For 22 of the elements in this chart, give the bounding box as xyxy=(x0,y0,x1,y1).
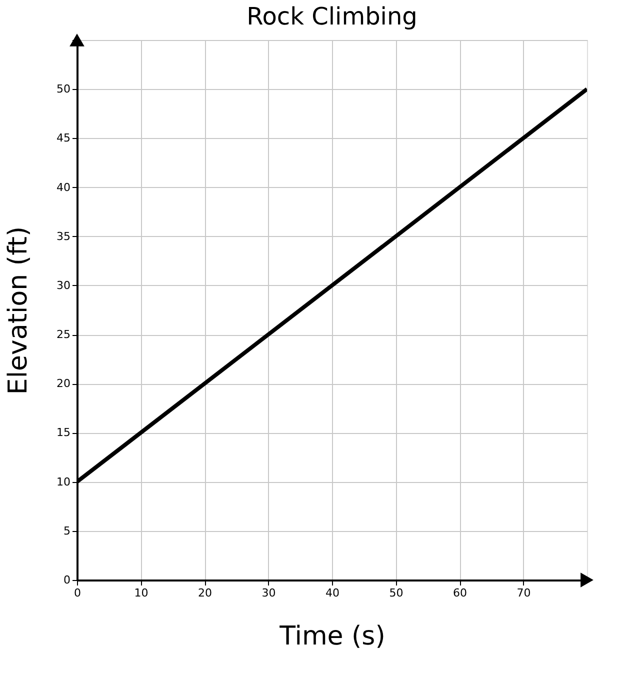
y-tick-label: 10 xyxy=(56,475,70,488)
y-tick-label: 45 xyxy=(56,132,70,145)
y-tick-label: 40 xyxy=(56,180,70,194)
x-tick-label: 50 xyxy=(389,586,404,600)
x-tick-label: 30 xyxy=(262,586,276,600)
y-tick-label: 30 xyxy=(56,278,70,292)
y-tick-label: 35 xyxy=(56,230,70,243)
chart-title: Rock Climbing xyxy=(246,2,418,31)
x-axis-title: Time (s) xyxy=(278,622,386,652)
y-tick-label: 20 xyxy=(56,377,70,390)
x-tick-label: 0 xyxy=(74,586,81,600)
x-tick-label: 70 xyxy=(516,586,531,600)
x-tick-label: 10 xyxy=(134,586,148,600)
y-axis-title: Elevation (ft) xyxy=(4,226,34,395)
x-tick-label: 40 xyxy=(326,586,340,600)
x-tick-label: 60 xyxy=(453,586,467,600)
y-tick-label: 0 xyxy=(64,574,70,586)
y-tick-label: 5 xyxy=(64,524,70,538)
y-tick-label: 15 xyxy=(56,426,70,440)
x-tick-label: 20 xyxy=(198,586,212,600)
y-tick-label: 25 xyxy=(56,328,70,342)
y-tick-label: 50 xyxy=(56,82,70,96)
